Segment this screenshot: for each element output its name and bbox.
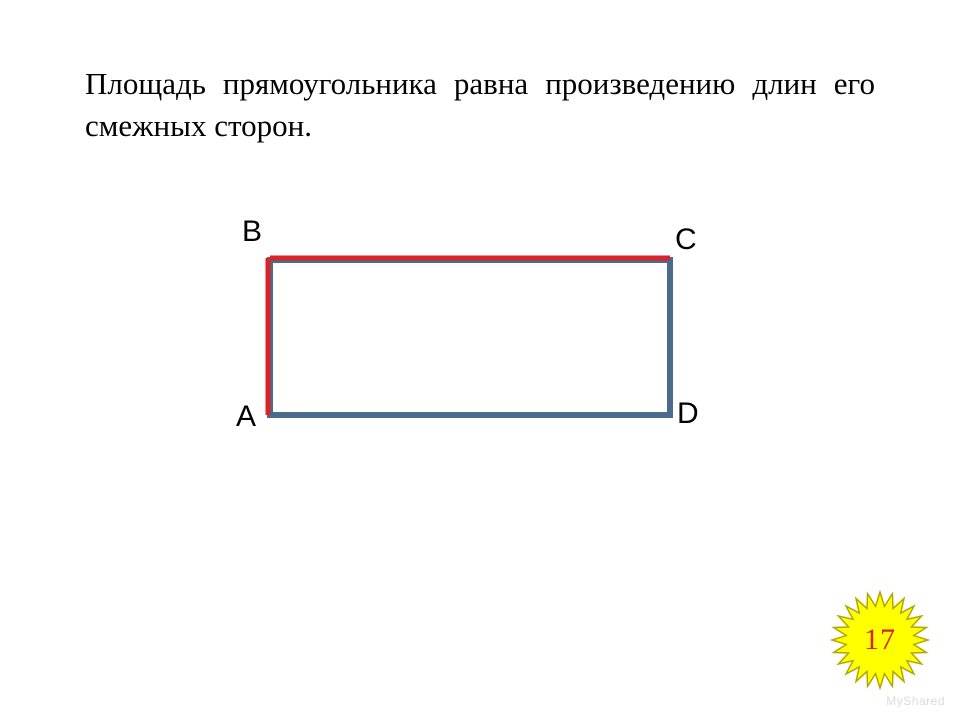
slide-number: 17 <box>830 590 930 690</box>
watermark: MyShared <box>886 694 945 708</box>
rectangle-diagram: B C A D <box>200 205 700 465</box>
statement-text: Площадь прямоугольника равна произведени… <box>85 63 875 147</box>
slide-number-badge: 17 <box>830 590 930 690</box>
vertex-B: B <box>242 215 262 249</box>
rect-blue <box>270 260 670 415</box>
vertex-A: A <box>236 400 256 434</box>
vertex-D: D <box>677 397 699 431</box>
rectangle-svg <box>200 205 700 465</box>
vertex-C: C <box>675 223 697 257</box>
